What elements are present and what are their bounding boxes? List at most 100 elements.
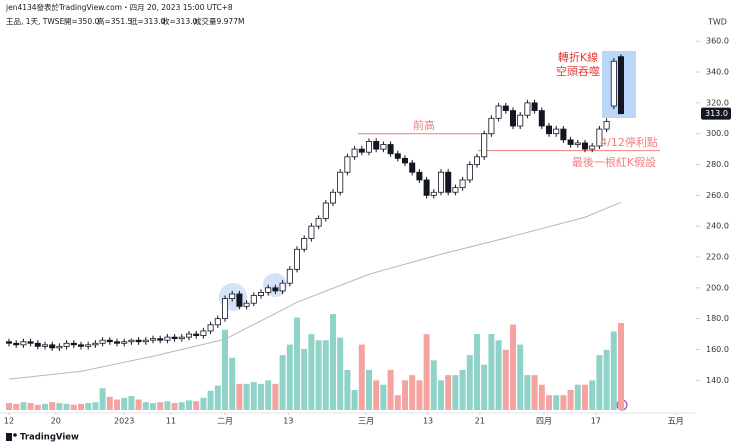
volume-bar [452,375,459,410]
x-tick-label: 12 [4,417,14,426]
moving-average [8,201,622,380]
volume-bar [272,383,279,410]
volume-bar [330,314,336,410]
y-tick-label: 360.0 [706,37,729,46]
volume-bar [279,355,286,410]
y-tick-label: 240.0 [706,222,729,231]
candle-body [380,144,387,150]
x-tick-label: 13 [283,417,293,426]
volume-bar [481,364,488,410]
candle-body [567,139,574,145]
candle-body [99,339,106,344]
volume-bar [308,334,315,410]
volume-bar [416,380,423,410]
volume-bar [171,403,178,410]
volume-bar [438,380,444,410]
candle-body [495,105,502,119]
candle-body [243,302,250,307]
volume-bar [128,396,135,410]
candle-body [171,336,178,340]
candle-body [596,128,603,147]
y-tick-label: 320.0 [706,98,729,107]
author-line: jen4134發表於TradingView.com・四月 20, 2023 15… [5,2,233,12]
candle-body [185,333,192,338]
x-tick-label: 13 [423,417,433,426]
volume-bar [56,403,63,410]
candle-body [265,287,272,293]
volume-bar [402,380,408,410]
volume-bar [258,383,264,410]
volume-bar [157,402,164,410]
candle-body [322,202,329,219]
candle-body [445,171,452,193]
candle-body [358,148,365,153]
volume-bar [243,383,250,410]
volume-bar [423,334,430,410]
volume-bar [589,380,596,410]
volume-bar [70,404,77,410]
volume-bar [466,355,473,410]
volume-bar [459,369,466,410]
volume-bar [596,355,603,410]
volume-bar [178,402,185,410]
volume-bar [214,385,221,410]
candle-body [466,164,473,181]
candle-body [257,292,264,296]
volume-bar [286,344,293,410]
candle-body [279,282,286,292]
low-text: 低=313.0 [130,16,165,26]
volume-bar [488,334,495,410]
logo: TradingView [6,433,79,443]
logo-icon [13,433,17,437]
volume-bar [553,395,560,410]
candle-body [409,162,416,173]
candle-body [293,248,300,270]
volume-bar [373,380,380,410]
x-tick-label: 21 [475,417,485,426]
candle-body [610,60,617,107]
candle-body [157,338,164,341]
assumption-label: 最後一根紅K假設 [572,155,656,169]
candle-body [502,105,509,111]
candle-body [6,341,12,344]
candle-body [553,128,560,135]
candle-body [128,339,135,343]
volume-bar [495,340,502,410]
candle-body [250,295,257,304]
candle-body [509,110,516,127]
reversal-label: 轉折K線 [558,50,598,64]
volume-bar [380,384,387,410]
volume-bar [294,317,300,410]
y-tick-label: 220.0 [706,252,729,261]
candle-body [214,318,221,326]
candle-body [473,156,480,165]
candle-body [272,287,279,292]
volume-bar [135,399,142,410]
candle-body [56,345,63,349]
y-tick-label: 260.0 [706,191,729,200]
volume-bar [121,397,128,410]
candle-body [85,344,92,347]
candle-body [329,191,336,204]
volume-bar [92,402,99,410]
volume-bar [502,349,509,410]
logo-text: TradingView [20,433,79,443]
candle-body [538,110,545,127]
volume-bar [200,397,207,410]
candle-body [106,339,113,343]
candle-body [437,171,444,193]
volume-bar [27,403,34,410]
x-tick-label: 2023 [114,417,134,426]
volume-bar [186,400,192,410]
high-text: 高=351.5 [97,16,132,26]
volume-bar [409,375,416,410]
volume-bar [207,390,214,410]
volume-bar [474,334,480,410]
volume-bar [20,402,27,410]
y-tick-label: 180.0 [706,314,729,323]
volume-bar [114,399,120,410]
candle-body [78,344,85,347]
volume-bar [250,382,257,410]
candle-body [13,342,20,346]
volume-bar [510,324,516,410]
